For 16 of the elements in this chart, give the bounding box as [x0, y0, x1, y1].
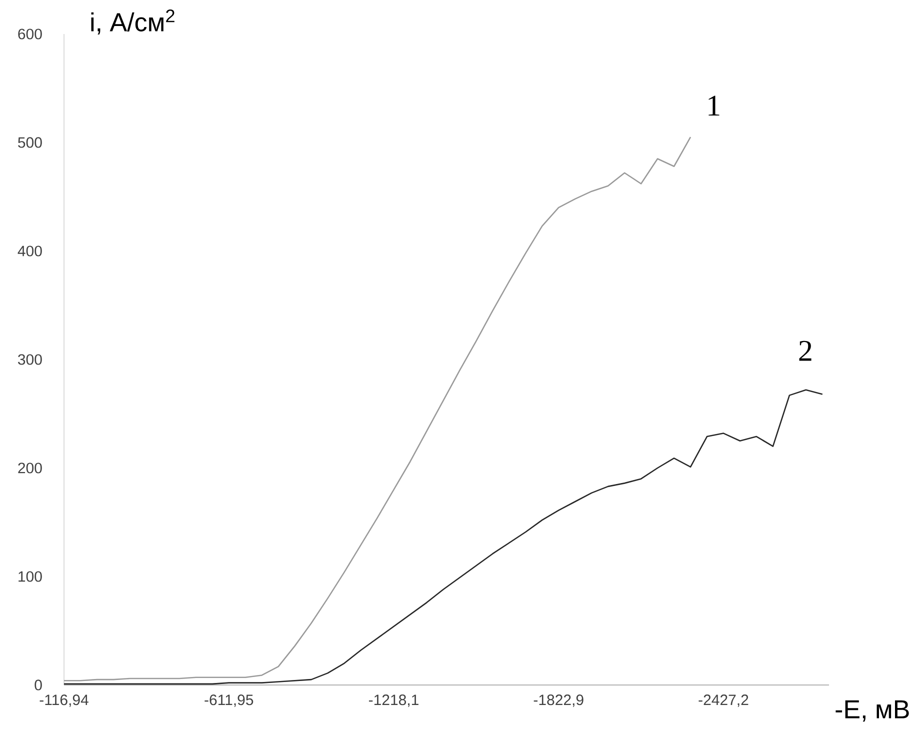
y-tick-label: 500 [18, 137, 42, 148]
y-tick-label: 200 [18, 462, 42, 474]
x-tick-label: -2427,2 [698, 694, 748, 707]
y-tick-label: 400 [18, 246, 42, 256]
x-tick-label: -116,94 [40, 694, 88, 707]
y-tick-label: 600 [18, 28, 42, 40]
annotation: 1 [708, 96, 720, 116]
x-tick-label: -1218,1 [368, 694, 418, 707]
y-tick-label: 100 [18, 571, 42, 582]
annotation: 2 [799, 340, 812, 361]
y-tick-label: 300 [18, 354, 42, 365]
x-tick-label: -611,95 [204, 694, 254, 707]
y-axis-title: i, А/см$^{2}$ [91, 9, 174, 35]
y-tick-label: 0 [34, 680, 42, 690]
x-tick-label: -1822,9 [534, 694, 584, 707]
x-axis-title: -E, мВ [836, 700, 909, 722]
